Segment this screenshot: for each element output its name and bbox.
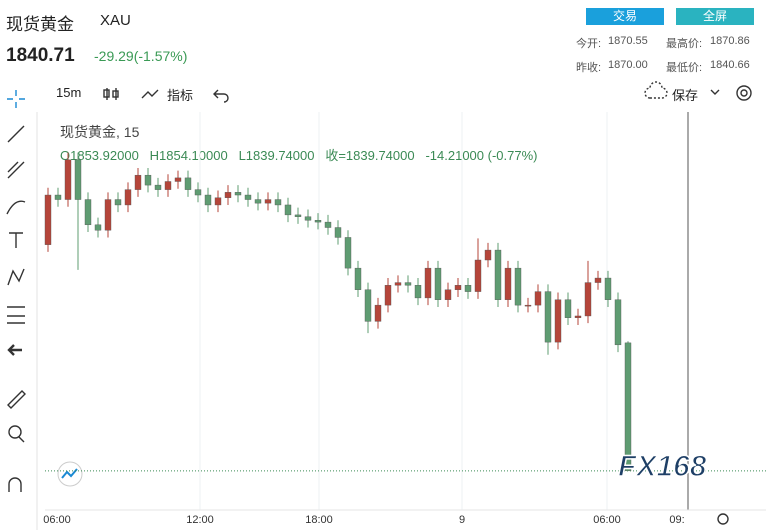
candle-body	[534, 291, 542, 306]
x-tick-label: 12:00	[186, 514, 214, 526]
candle-body	[184, 177, 192, 190]
stat-label: 最低价:	[666, 62, 703, 74]
candle-body	[554, 299, 562, 343]
candle-body	[414, 285, 422, 299]
candle-body	[64, 159, 72, 200]
candle-body	[94, 224, 102, 231]
candle-body	[384, 285, 392, 306]
candle-body	[294, 214, 302, 217]
candle-body	[504, 267, 512, 300]
candle-body	[474, 259, 482, 292]
legend-close: 收=1839.74000	[325, 148, 415, 163]
candle-body	[54, 194, 62, 200]
x-tick-label: 09:	[669, 514, 684, 526]
candle-body	[544, 291, 552, 343]
candle-body	[524, 304, 532, 307]
candle-body	[444, 289, 452, 300]
candle-body	[314, 220, 322, 223]
stat-value: 1870.86	[710, 35, 750, 47]
candle-body	[254, 199, 262, 204]
candle-body	[84, 199, 92, 226]
candle-body	[304, 216, 312, 221]
candle-body	[164, 181, 172, 190]
candle-body	[224, 192, 232, 198]
candle-body	[274, 199, 282, 206]
candle-body	[574, 315, 582, 318]
candle-body	[204, 194, 212, 206]
candle-body	[364, 289, 372, 322]
candle-body	[354, 267, 362, 290]
candle-body	[154, 184, 162, 190]
stat-value: 1840.66	[710, 59, 750, 71]
candle-body	[464, 285, 472, 292]
candle-body	[124, 189, 132, 206]
candle-body	[74, 159, 82, 200]
x-tick-label: 9	[459, 514, 465, 526]
x-tick-label: 06:00	[593, 514, 621, 526]
indicators[interactable]: 指标	[167, 88, 194, 103]
title: 现货黄金	[6, 15, 74, 34]
legend-values: O1853.92000 H1854.10000 L1839.74000 收=18…	[60, 145, 537, 164]
save[interactable]: 保存	[672, 88, 699, 103]
candle-body	[144, 174, 152, 186]
candle-body	[484, 249, 492, 261]
stat-label: 昨收:	[576, 62, 602, 74]
candle-body	[374, 304, 382, 322]
trade-button[interactable]: 交易	[586, 8, 664, 25]
candle-body	[494, 249, 502, 300]
candle-body	[564, 299, 572, 318]
candle-body	[584, 282, 592, 317]
candle-body	[424, 267, 432, 299]
candle-body	[104, 199, 112, 231]
candle-body	[174, 177, 182, 182]
candle-body	[194, 189, 202, 196]
candle-body	[44, 194, 52, 245]
change: -29.29(-1.57%)	[94, 48, 188, 64]
candle-body	[264, 199, 272, 204]
candle-body	[244, 194, 252, 200]
candle-body	[594, 277, 602, 283]
legend-change: -14.21000 (-0.77%)	[425, 148, 538, 163]
logo-mark	[61, 468, 78, 479]
price: 1840.71	[6, 45, 75, 66]
candle-body	[404, 282, 412, 286]
candle-body	[284, 204, 292, 216]
candle-body	[334, 227, 342, 238]
fullscreen-button[interactable]: 全屏	[676, 8, 754, 25]
candle-body	[604, 277, 612, 300]
candle-body	[454, 285, 462, 290]
candle-body	[344, 237, 352, 269]
candle-body	[324, 221, 332, 228]
candle-body	[234, 192, 242, 196]
candle-body	[114, 199, 122, 206]
symbol: XAU	[100, 12, 131, 29]
candle-body	[434, 267, 442, 300]
legend-open: O1853.92000	[60, 148, 139, 163]
x-tick-label: 06:00	[43, 514, 71, 526]
candle-body	[214, 197, 222, 206]
legend-low: L1839.74000	[238, 148, 315, 163]
candle-body	[624, 342, 632, 472]
stat-label: 今开:	[576, 38, 602, 50]
logo	[57, 461, 83, 487]
stat-value: 1870.00	[608, 59, 648, 71]
candle-body	[514, 267, 522, 306]
legend-name: 现货黄金, 15	[60, 124, 140, 140]
stat-label: 最高价:	[666, 38, 703, 50]
stat-value: 1870.55	[608, 35, 648, 47]
x-tick-label: 18:00	[305, 514, 333, 526]
candle-body	[614, 299, 622, 346]
candle-body	[134, 174, 142, 190]
legend-high: H1854.10000	[149, 148, 228, 163]
interval[interactable]: 15m	[56, 85, 82, 100]
watermark: FX168	[618, 450, 707, 483]
candle-body	[394, 282, 402, 286]
